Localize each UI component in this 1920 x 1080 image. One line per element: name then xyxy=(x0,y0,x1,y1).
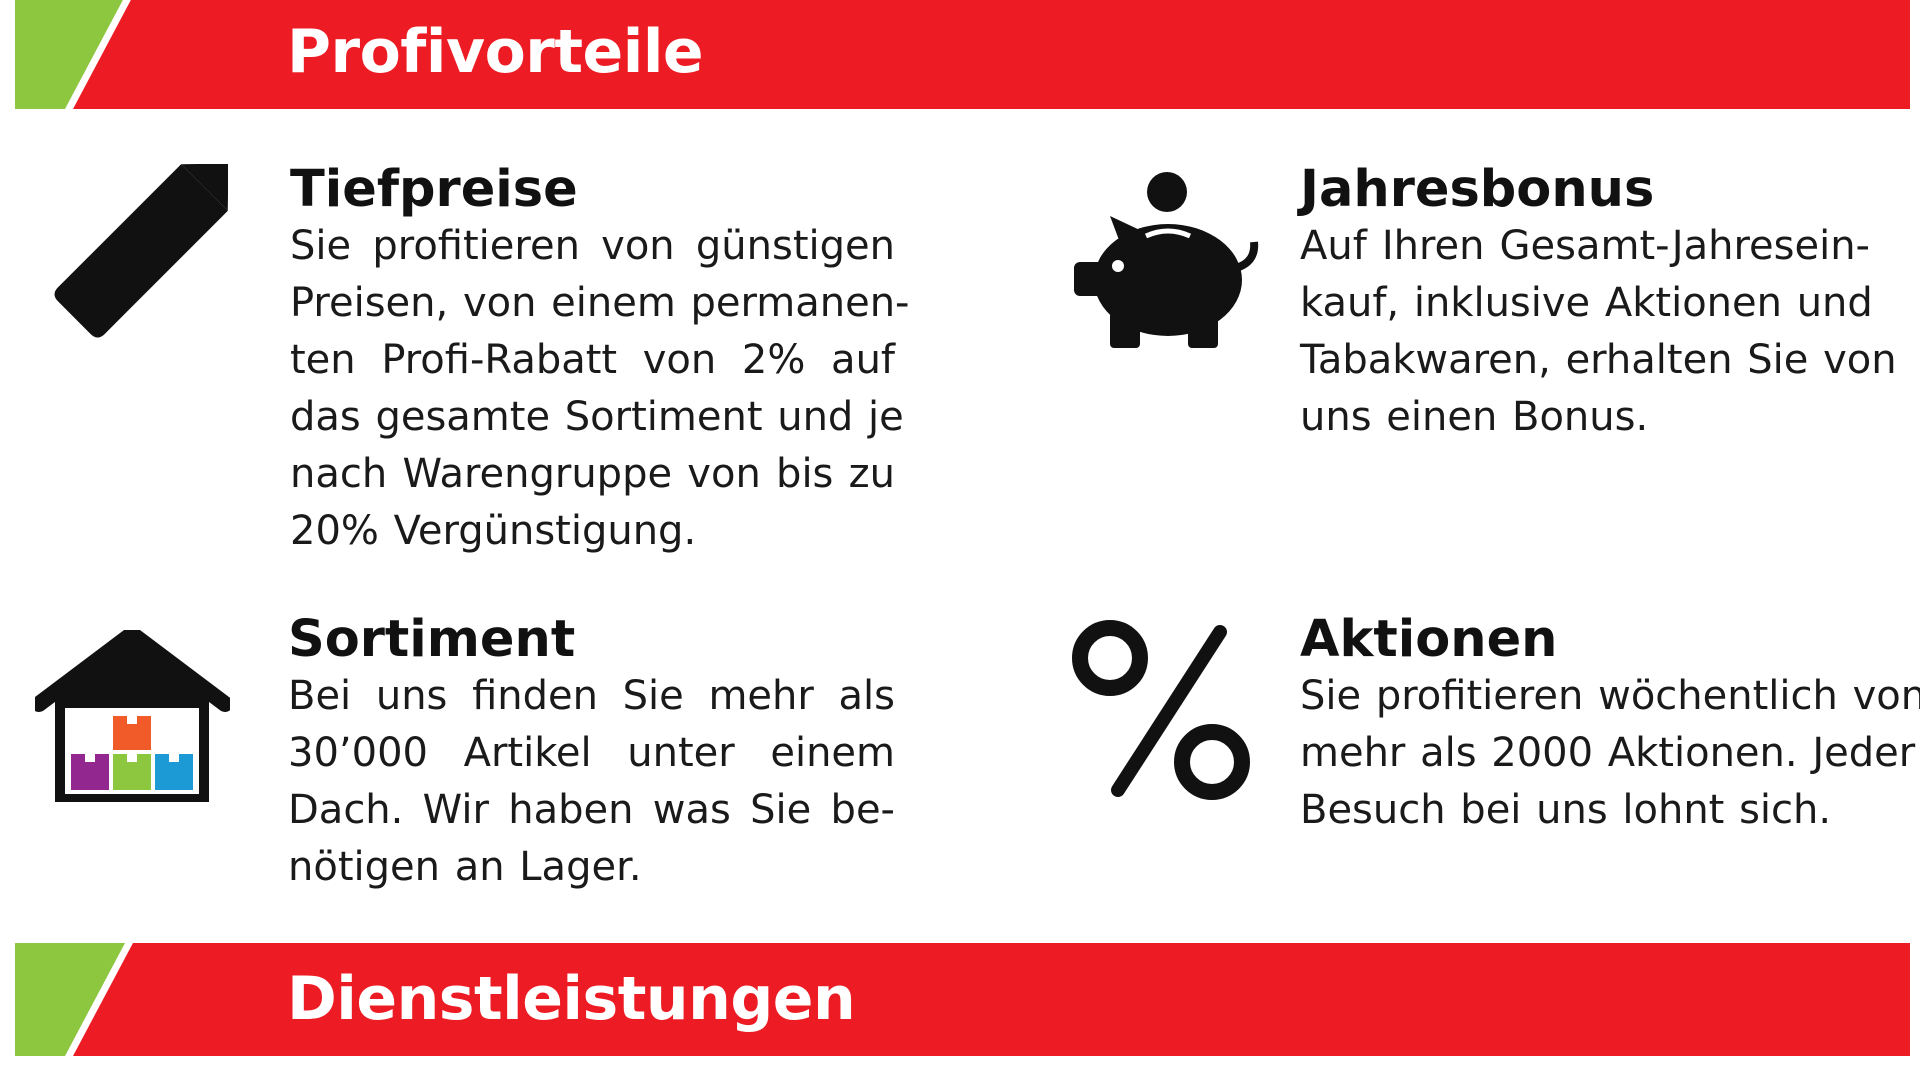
feature-description: Sie profitieren von günstigen Preisen, v… xyxy=(290,218,910,560)
text-line: kauf, inklusive Aktionen und xyxy=(1300,280,1873,326)
feature-description: Bei uns finden Sie mehr als 30’000 Artik… xyxy=(288,668,895,896)
banner-accent-stripe xyxy=(15,943,125,1056)
warehouse-icon xyxy=(31,626,233,805)
banner-bar xyxy=(73,0,1910,109)
feature-text: Tiefpreise Sie profitieren von günstigen… xyxy=(290,160,910,560)
text-line: mehr als 2000 Aktionen. Jeder xyxy=(1300,730,1916,776)
feature-text: Sortiment Bei uns finden Sie mehr als 30… xyxy=(288,612,895,896)
section-banner-dienstleistungen: Dienstleistungen xyxy=(15,943,1910,1056)
text-line: uns einen Bonus. xyxy=(1300,394,1649,440)
text-line: Preisen, von einem permanen- xyxy=(290,280,910,326)
text-line: Auf Ihren Gesamt-Jahresein- xyxy=(1300,223,1870,269)
text-line: Tabakwaren, erhalten Sie von xyxy=(1300,337,1897,383)
banner-shape xyxy=(15,0,1910,109)
feature-sortiment: Sortiment Bei uns finden Sie mehr als 30… xyxy=(0,600,960,900)
text-line: das gesamte Sortiment und je xyxy=(290,394,904,440)
text-line: Dach. Wir haben was Sie be- xyxy=(288,787,895,833)
banner-shape xyxy=(15,943,1910,1056)
text-line: Besuch bei uns lohnt sich. xyxy=(1300,787,1832,833)
price-tag-icon xyxy=(38,163,229,354)
feature-text: Jahresbonus Auf Ihren Gesamt-Jahresein- … xyxy=(1300,160,1897,446)
text-line: nötigen an Lager. xyxy=(288,844,642,890)
text-line: nach Warengruppe von bis zu xyxy=(290,451,895,497)
feature-aktionen: Aktionen Sie profitieren wöchentlich von… xyxy=(960,600,1920,900)
percent-icon xyxy=(1070,612,1260,812)
section-banner-profivorteile: Profivorteile xyxy=(15,0,1910,109)
text-line: Sie profitieren von günstigen xyxy=(290,223,895,269)
feature-description: Sie profitieren wöchentlich von mehr als… xyxy=(1300,668,1920,839)
text-line: 30’000 Artikel unter einem xyxy=(288,730,895,776)
feature-tiefpreise: Tiefpreise Sie profitieren von günstigen… xyxy=(0,150,960,580)
text-line: 20% Vergünstigung. xyxy=(290,508,697,554)
section-title: Profivorteile xyxy=(287,17,704,87)
feature-title: Aktionen xyxy=(1300,610,1558,669)
section-title: Dienstleistungen xyxy=(287,964,856,1034)
feature-description: Auf Ihren Gesamt-Jahresein- kauf, inklus… xyxy=(1300,218,1897,446)
piggy-bank-icon xyxy=(1070,170,1260,360)
feature-title: Sortiment xyxy=(288,610,576,669)
feature-title: Tiefpreise xyxy=(290,160,578,219)
text-line: Bei uns finden Sie mehr als xyxy=(288,673,895,719)
banner-accent-stripe xyxy=(15,0,123,109)
text-line: ten Profi-Rabatt von 2% auf xyxy=(290,337,895,383)
feature-text: Aktionen Sie profitieren wöchentlich von… xyxy=(1300,610,1920,839)
text-line: Sie profitieren wöchentlich von xyxy=(1300,673,1920,719)
feature-jahresbonus: Jahresbonus Auf Ihren Gesamt-Jahresein- … xyxy=(960,150,1920,580)
feature-title: Jahresbonus xyxy=(1300,160,1655,219)
banner-bar xyxy=(73,943,1910,1056)
